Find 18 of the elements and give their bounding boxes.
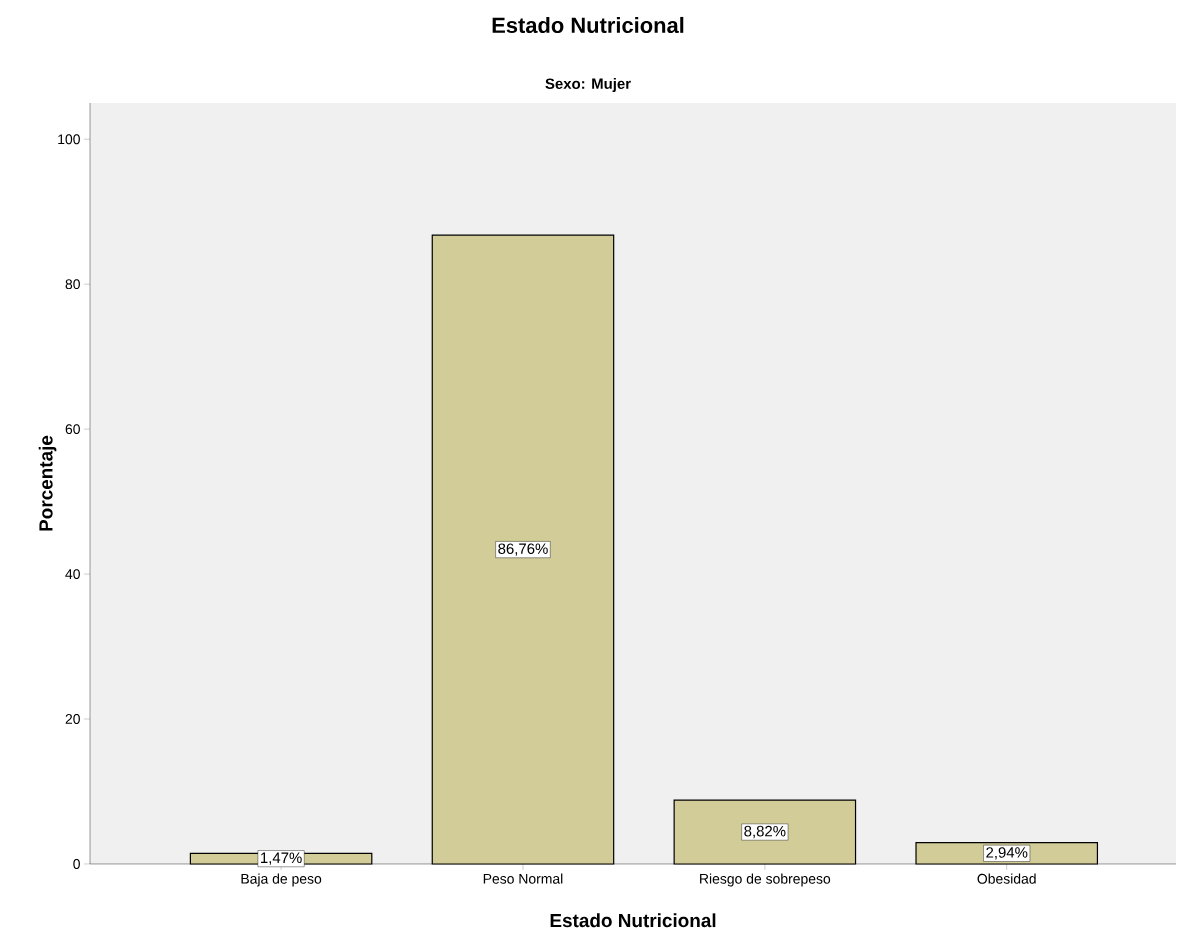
data-label: 2,94%	[986, 847, 1028, 860]
data-label: 8,82%	[744, 825, 786, 839]
x-tick-label: Riesgo de sobrepeso	[700, 873, 831, 887]
y-axis-title: Porcentaje	[38, 435, 57, 531]
data-label: 1,47%	[261, 852, 302, 865]
x-tick-label: Peso Normal	[483, 873, 563, 884]
x-tick-label: Obesidad	[977, 873, 1036, 884]
x-tick-label: Baja de peso	[241, 873, 322, 887]
data-label: 86,76%	[498, 543, 548, 556]
y-tick-label: 80	[65, 279, 80, 290]
y-tick-label: 100	[58, 134, 80, 145]
x-axis-title: Estado Nutricional	[550, 913, 716, 928]
chart-subtitle: Sexo: Mujer	[545, 78, 631, 92]
y-tick-label: 60	[65, 424, 80, 435]
y-tick-label: 20	[65, 714, 80, 724]
chart-title: Estado Nutricional	[492, 16, 684, 34]
y-tick-label: 40	[65, 569, 80, 580]
y-tick-label: 0	[73, 859, 80, 869]
